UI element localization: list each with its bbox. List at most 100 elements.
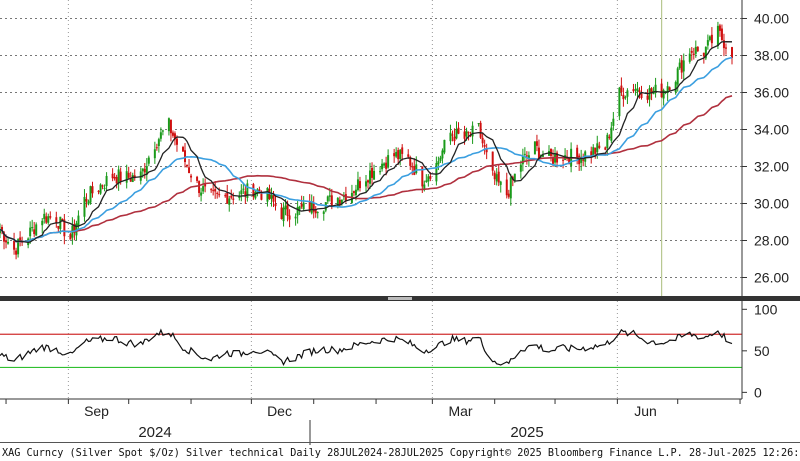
- candle: [495, 168, 498, 186]
- price-y-tick-label: 32.00: [754, 159, 789, 175]
- candle: [638, 87, 641, 99]
- candle: [0, 223, 1, 239]
- candle: [47, 213, 50, 225]
- candle: [153, 141, 156, 164]
- candle: [103, 184, 106, 192]
- candle: [224, 193, 227, 198]
- candles: [0, 21, 733, 260]
- candle: [451, 130, 454, 142]
- candle: [232, 192, 235, 205]
- candle: [507, 189, 510, 199]
- candle: [157, 137, 160, 153]
- candle: [280, 203, 283, 220]
- candle: [125, 164, 128, 189]
- candle: [379, 166, 382, 175]
- candle: [69, 232, 72, 240]
- candle: [393, 148, 396, 163]
- candle: [133, 169, 136, 181]
- candle: [620, 77, 623, 96]
- candle: [175, 135, 178, 152]
- candle: [367, 179, 370, 189]
- candle: [244, 184, 247, 205]
- candle: [19, 231, 22, 247]
- candle: [612, 111, 615, 131]
- candle: [89, 185, 92, 205]
- footer-divider: [0, 442, 800, 443]
- candle: [610, 121, 613, 144]
- candle: [710, 27, 713, 49]
- candle: [688, 48, 691, 64]
- candle: [399, 148, 402, 166]
- candle: [622, 87, 625, 107]
- candle: [648, 85, 651, 107]
- moving-average-long: [0, 95, 733, 243]
- candle: [83, 189, 86, 222]
- candle: [15, 247, 18, 260]
- candle: [604, 146, 607, 151]
- rsi-y-tick-label: 0: [754, 384, 762, 400]
- candle: [246, 179, 249, 202]
- x-axis: Sep Dec Mar Jun 2024 2025: [0, 398, 742, 445]
- price-y-tick-label: 28.00: [754, 233, 789, 249]
- candle: [129, 171, 132, 183]
- candle: [387, 149, 390, 169]
- candle: [395, 147, 398, 159]
- candle: [704, 46, 707, 61]
- candle: [401, 144, 404, 161]
- candle: [427, 173, 430, 187]
- candle: [533, 141, 536, 155]
- candle: [481, 132, 484, 148]
- candle: [537, 139, 540, 161]
- candle: [63, 213, 66, 245]
- candle: [322, 210, 325, 221]
- candle: [31, 219, 34, 232]
- price-panel: 26.00 28.00 30.00 32.00 34.00 36.00 38.00 40.00: [0, 0, 789, 296]
- candle: [443, 139, 446, 155]
- candle: [204, 178, 207, 193]
- candle: [326, 195, 329, 205]
- candle: [708, 35, 711, 42]
- candle: [85, 193, 88, 208]
- candle: [310, 194, 313, 215]
- candle: [722, 33, 725, 57]
- candle: [720, 24, 723, 41]
- candle: [143, 163, 146, 179]
- year-label: 2024: [138, 424, 171, 441]
- candle: [471, 121, 474, 144]
- candle: [155, 143, 158, 151]
- candle: [477, 123, 480, 127]
- candle: [594, 147, 597, 159]
- candle: [413, 158, 416, 176]
- candle: [282, 202, 285, 227]
- rsi-y-tick-label: 50: [754, 343, 770, 359]
- price-y-tick-label: 30.00: [754, 196, 789, 212]
- candle: [598, 141, 601, 150]
- candle: [455, 121, 458, 140]
- candle: [105, 172, 108, 191]
- candle: [497, 164, 500, 187]
- candle: [654, 77, 657, 98]
- candle: [43, 208, 46, 224]
- footer-caption: XAG Curncy (Silver Spot $/Oz) Silver tec…: [2, 448, 800, 459]
- candle: [196, 175, 199, 184]
- candle: [724, 43, 727, 55]
- candle: [145, 158, 148, 182]
- candle: [381, 158, 384, 172]
- candle: [373, 164, 376, 180]
- rsi-y-tick-label: 100: [754, 301, 778, 317]
- candle: [35, 222, 38, 236]
- panel-separator-handle[interactable]: [388, 297, 412, 300]
- candle: [226, 184, 229, 204]
- candle: [608, 134, 611, 140]
- candle: [491, 151, 494, 176]
- candle: [582, 153, 585, 167]
- candle: [485, 143, 488, 160]
- candle: [435, 156, 438, 186]
- candle: [483, 139, 486, 155]
- month-label: Mar: [448, 403, 472, 419]
- candle: [632, 83, 635, 94]
- candle: [439, 155, 442, 163]
- candle: [509, 173, 512, 206]
- candle: [421, 166, 424, 193]
- candle: [270, 187, 273, 207]
